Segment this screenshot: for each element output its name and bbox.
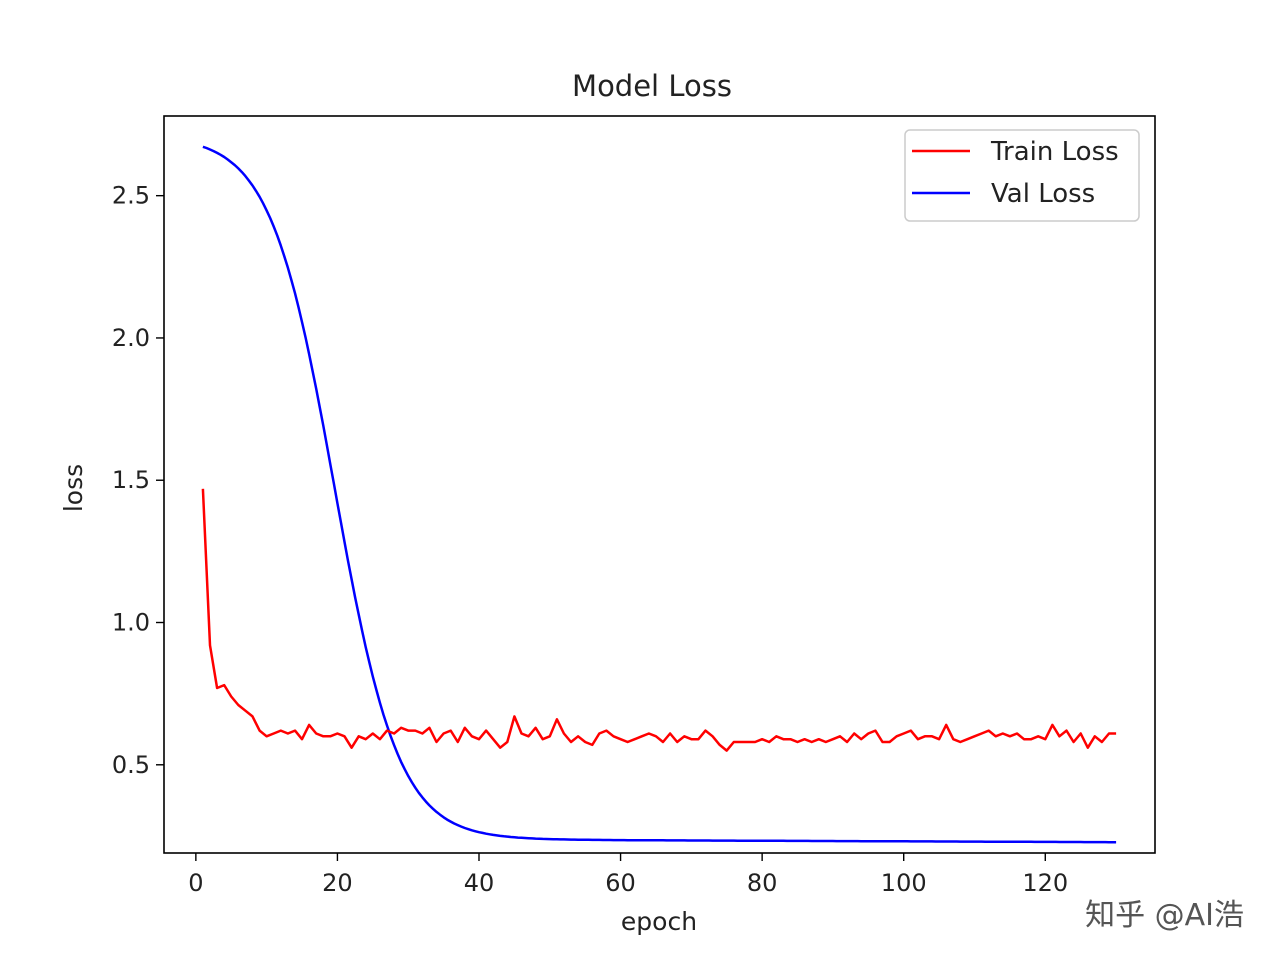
x-axis-label: epoch xyxy=(621,907,697,936)
watermark: 知乎 @AI浩 xyxy=(1085,898,1244,933)
y-axis-label: loss xyxy=(59,464,88,512)
x-tick-label: 0 xyxy=(188,869,203,897)
legend: Train Loss Val Loss xyxy=(904,129,1140,222)
y-tick-label: 0.5 xyxy=(112,751,150,779)
x-tick-label: 100 xyxy=(881,869,927,897)
legend-val-label: Val Loss xyxy=(991,179,1095,209)
y-tick-label: 1.5 xyxy=(112,466,150,494)
x-tick-label: 40 xyxy=(464,869,495,897)
y-tick-label: 1.0 xyxy=(112,609,150,637)
x-tick-label: 20 xyxy=(322,869,353,897)
y-tick-label: 2.5 xyxy=(112,182,150,210)
x-tick-label: 60 xyxy=(605,869,636,897)
x-tick-label: 120 xyxy=(1022,869,1068,897)
series-line-train-loss xyxy=(201,488,1117,752)
series-line-val-loss xyxy=(202,145,1117,844)
legend-train-label: Train Loss xyxy=(990,137,1119,167)
x-tick-label: 80 xyxy=(747,869,778,897)
axes-frame xyxy=(163,115,1156,854)
legend-box xyxy=(904,129,1140,222)
chart-title: Model Loss xyxy=(572,69,732,103)
y-tick-label: 2.0 xyxy=(112,324,150,352)
